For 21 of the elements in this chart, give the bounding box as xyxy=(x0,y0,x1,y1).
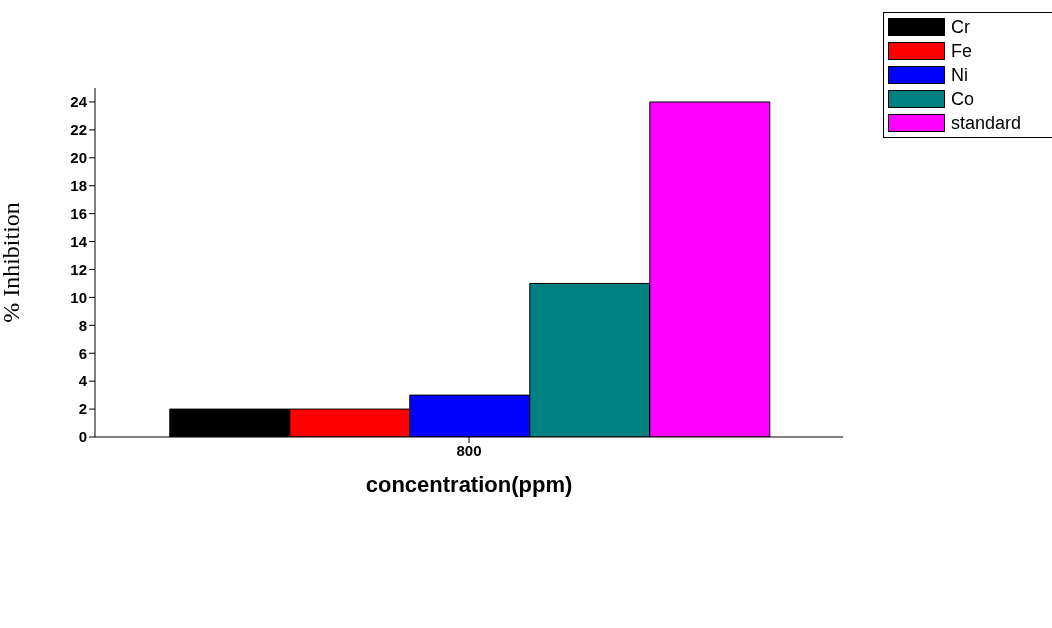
legend-label: Cr xyxy=(951,16,970,38)
y-tick-label: 2 xyxy=(78,400,87,418)
legend-label: Co xyxy=(951,88,975,110)
y-tick-label: 6 xyxy=(78,344,87,362)
y-axis-title: % Inhibition xyxy=(0,202,24,323)
legend-label: Fe xyxy=(951,40,973,62)
x-axis-title: concentration(ppm) xyxy=(365,472,573,497)
y-tick-label: 16 xyxy=(70,204,87,222)
y-tick-label: 24 xyxy=(70,93,88,111)
y-tick-label: 0 xyxy=(78,428,87,446)
legend-label: Ni xyxy=(951,64,968,86)
y-tick-label: 12 xyxy=(70,260,87,278)
y-tick-label: 18 xyxy=(70,177,87,195)
y-tick-label: 14 xyxy=(70,232,88,250)
y-tick-label: 10 xyxy=(70,288,87,306)
y-tick-label: 8 xyxy=(78,316,87,334)
y-tick-label: 4 xyxy=(78,372,88,390)
y-tick-label: 20 xyxy=(70,149,87,167)
legend-label: standard xyxy=(951,112,1022,134)
x-tick-label: 800 xyxy=(456,441,482,459)
y-tick-label: 22 xyxy=(70,121,87,139)
